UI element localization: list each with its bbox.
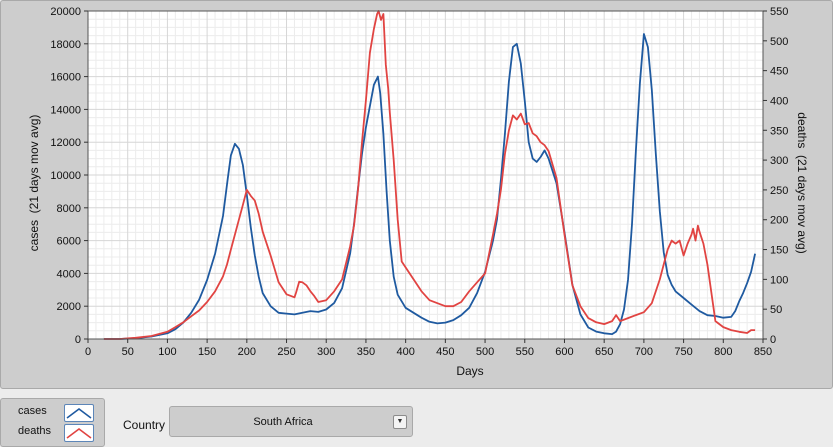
legend: cases deaths [0, 398, 105, 447]
chart-panel: 0 50 100 150 200 250 300 350 400 450 500 550 600 650 7… [0, 0, 833, 389]
axes: 0 50 100 150 200 250 300 350 400 450 500 550 600 650 7… [50, 6, 788, 358]
x-tick-label: 150 [198, 346, 216, 358]
y-right-tick-label: 50 [770, 304, 782, 316]
series-lines [103, 10, 756, 340]
x-tick-label: 350 [357, 346, 375, 358]
y-right-tick-label: 200 [770, 215, 788, 227]
x-tick-label: 800 [714, 346, 732, 358]
deaths-line-icon [66, 428, 92, 439]
legend-swatch-deaths [64, 424, 94, 442]
country-select[interactable]: South Africa ▼ [169, 406, 413, 437]
cases-line-icon [66, 408, 92, 419]
x-tick-label: 500 [476, 346, 494, 358]
y-left-tick-label: 10000 [50, 170, 81, 182]
legend-item-cases: cases [1, 403, 104, 423]
x-tick-label: 550 [516, 346, 534, 358]
y-left-axis-label: cases (21 days mov avg) [27, 115, 41, 252]
y-right-tick-label: 550 [770, 6, 788, 18]
y-left-tick-label: 6000 [57, 236, 81, 248]
y-left-tick-label: 4000 [57, 268, 81, 280]
x-tick-label: 0 [85, 346, 91, 358]
country-selected-value: South Africa [253, 416, 313, 428]
legend-label-deaths: deaths [18, 425, 52, 437]
y-left-tick-label: 12000 [50, 137, 81, 149]
x-tick-label: 450 [436, 346, 454, 358]
y-right-tick-label: 0 [770, 334, 776, 346]
y-right-tick-label: 150 [770, 245, 788, 257]
y-left-tick-label: 14000 [50, 104, 81, 116]
y-right-tick-label: 100 [770, 274, 788, 286]
y-left-tick-label: 2000 [57, 301, 81, 313]
x-tick-label: 400 [396, 346, 414, 358]
legend-item-deaths: deaths [1, 423, 104, 443]
x-tick-label: 300 [317, 346, 335, 358]
y-right-tick-label: 450 [770, 66, 788, 78]
x-tick-label: 700 [635, 346, 653, 358]
x-axis-label: Days [456, 364, 483, 378]
y-right-tick-label: 300 [770, 155, 788, 167]
x-tick-label: 200 [238, 346, 256, 358]
x-tick-label: 650 [595, 346, 613, 358]
x-tick-label: 50 [122, 346, 134, 358]
dropdown-arrow-icon[interactable]: ▼ [393, 415, 407, 429]
y-right-tick-label: 400 [770, 95, 788, 107]
dual-axis-line-chart: 0 50 100 150 200 250 300 350 400 450 500 550 600 650 7… [27, 6, 809, 378]
y-right-tick-label: 250 [770, 185, 788, 197]
country-label: Country [123, 418, 166, 432]
y-left-tick-label: 18000 [50, 39, 81, 51]
x-tick-label: 100 [158, 346, 176, 358]
grid-lines [87, 10, 764, 340]
x-tick-label: 250 [277, 346, 295, 358]
y-right-tick-label: 350 [770, 125, 788, 137]
x-tick-label: 750 [674, 346, 692, 358]
y-left-tick-label: 0 [75, 334, 81, 346]
y-right-tick-label: 500 [770, 36, 788, 48]
x-tick-label: 600 [555, 346, 573, 358]
y-left-tick-label: 8000 [57, 203, 81, 215]
y-right-axis-label: deaths (21 days mov avg) [795, 112, 809, 253]
y-left-tick-label: 16000 [50, 72, 81, 84]
legend-swatch-cases [64, 404, 94, 422]
x-tick-label: 850 [754, 346, 772, 358]
series-line-deaths [103, 10, 756, 340]
y-left-tick-label: 20000 [50, 6, 81, 18]
series-line-cases [103, 33, 756, 340]
legend-label-cases: cases [18, 405, 47, 417]
